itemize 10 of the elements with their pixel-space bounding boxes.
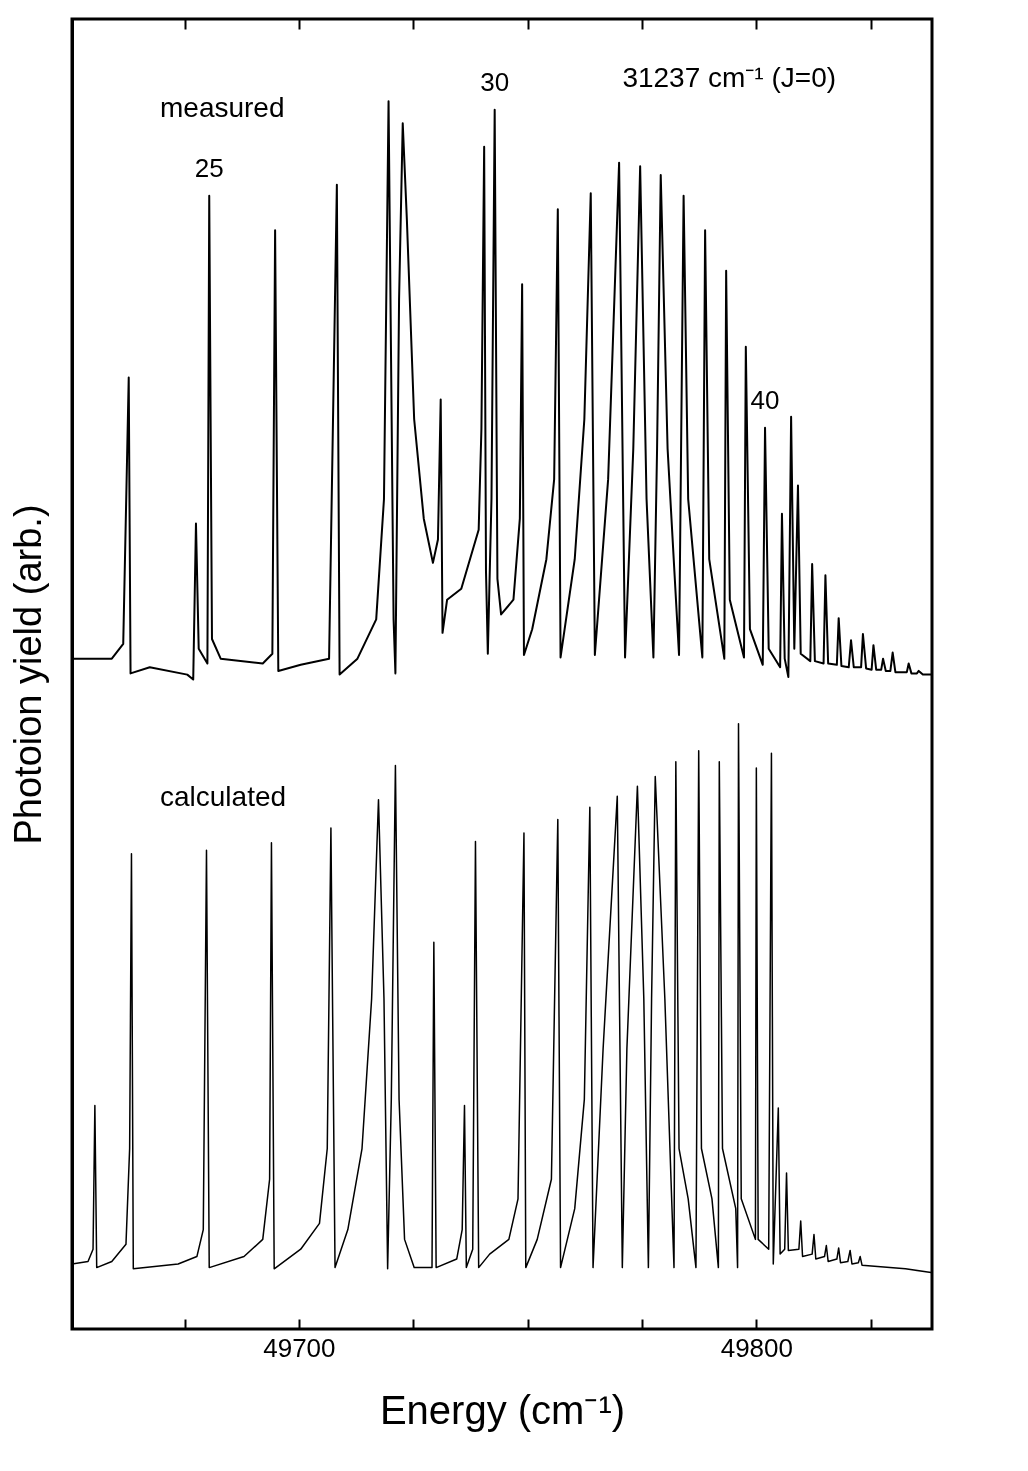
y-axis-title: Photoion yield (arb.): [6, 504, 49, 845]
x-tick-label: 49800: [720, 1332, 793, 1363]
text: measured: [160, 92, 285, 124]
text: 31237 cm⁻¹ (J=0): [622, 62, 837, 93]
series-label: calculated: [160, 780, 287, 812]
annotation: 40: [750, 384, 780, 415]
annotation: 30: [480, 66, 510, 97]
x-axis-title: Energy (cm⁻¹): [379, 1387, 626, 1432]
annotation: 25: [194, 152, 224, 183]
x-tick-label: 49700: [263, 1332, 336, 1363]
